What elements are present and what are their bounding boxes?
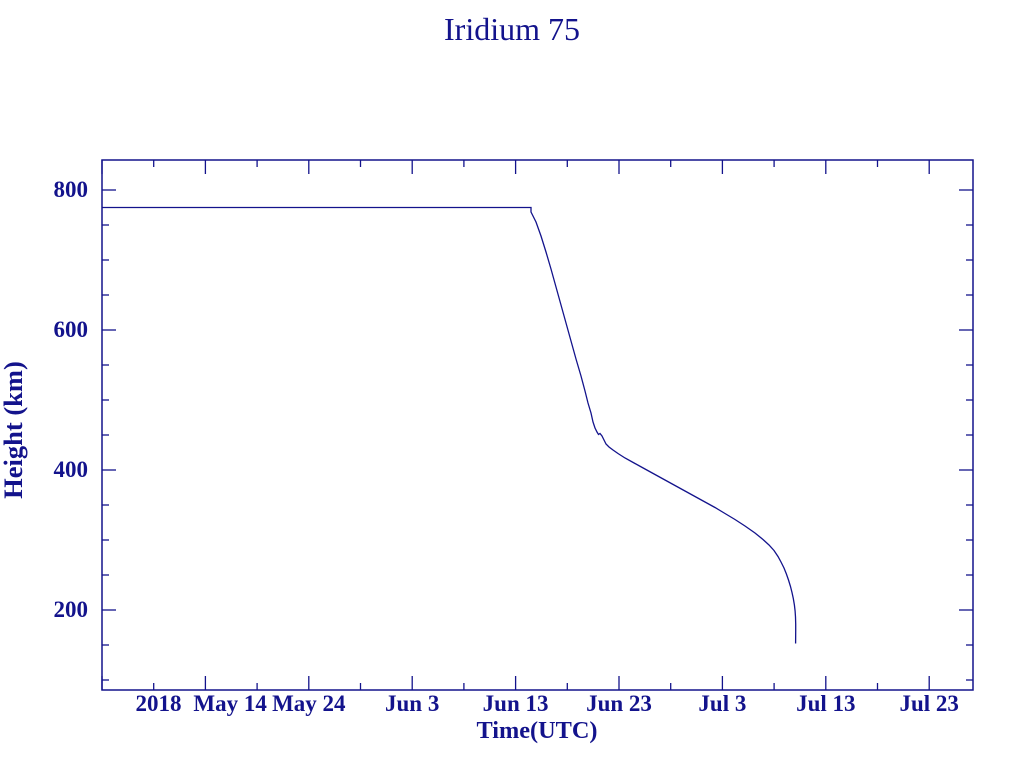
svg-text:Jul 23: Jul 23	[899, 691, 958, 716]
svg-text:May 14: May 14	[193, 691, 267, 716]
svg-text:May 24: May 24	[272, 691, 346, 716]
svg-text:2018: 2018	[136, 691, 182, 716]
svg-text:Height (km): Height (km)	[0, 361, 28, 499]
svg-text:Jun 3: Jun 3	[385, 691, 439, 716]
svg-text:800: 800	[54, 177, 89, 202]
svg-text:200: 200	[54, 597, 89, 622]
svg-text:400: 400	[54, 457, 89, 482]
svg-text:Jul 13: Jul 13	[796, 691, 855, 716]
svg-text:Iridium 75: Iridium 75	[444, 11, 580, 47]
svg-text:Jun 13: Jun 13	[483, 691, 549, 716]
svg-text:Jun 23: Jun 23	[586, 691, 652, 716]
svg-text:Time(UTC): Time(UTC)	[476, 717, 597, 744]
svg-text:Jul 3: Jul 3	[698, 691, 746, 716]
svg-text:600: 600	[54, 317, 89, 342]
